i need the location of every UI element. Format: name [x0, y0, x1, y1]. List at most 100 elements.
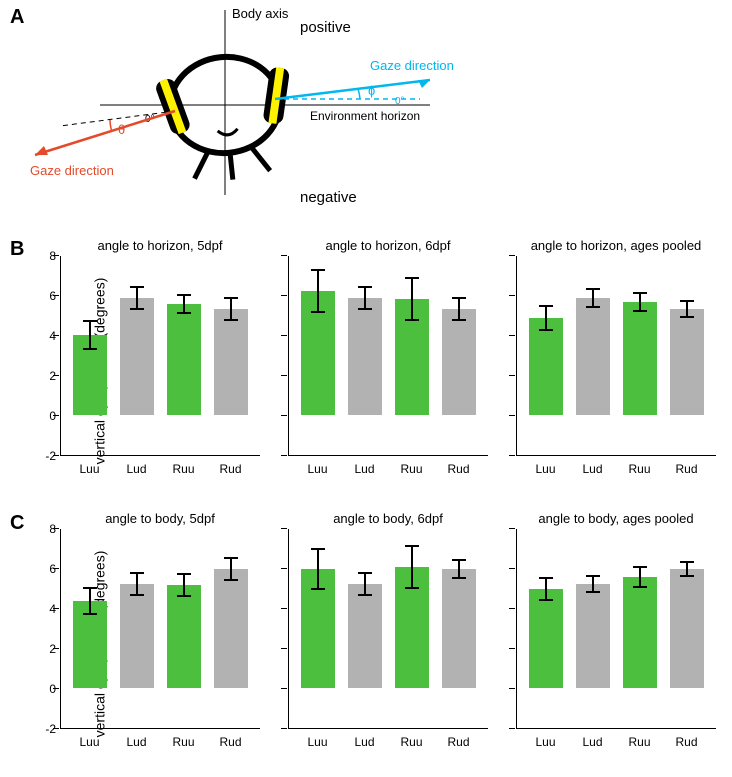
xtick-label: Lud [576, 462, 610, 476]
xtick-label: Ruu [167, 462, 201, 476]
figure: A Body axis positive negative Environmen… [0, 0, 732, 776]
row-c: vertical eye position (degrees) angle to… [0, 511, 732, 776]
xtick-label: Rud [214, 735, 248, 749]
ytick-label: 8 [49, 522, 56, 536]
bar [73, 601, 107, 688]
plot [516, 529, 716, 729]
theta-label: θ [118, 122, 125, 137]
bar [120, 584, 154, 688]
xtick-label: Lud [120, 735, 154, 749]
ytick-label: 4 [49, 329, 56, 343]
bar [73, 335, 107, 415]
xtick-label: Luu [529, 735, 563, 749]
bar [395, 299, 429, 415]
bar [442, 569, 476, 688]
chart: angle to body, ages pooled Luu Lud Ruu Rud [516, 511, 716, 776]
chart-title: angle to horizon, ages pooled [516, 238, 716, 256]
gaze-right-label: Gaze direction [370, 58, 454, 73]
bar [301, 291, 335, 415]
plot: -202468 [60, 529, 260, 729]
ytick-label: 6 [49, 289, 56, 303]
bar [670, 309, 704, 415]
ytick-label: 8 [49, 249, 56, 263]
xtick-label: Rud [442, 462, 476, 476]
chart-title: angle to horizon, 6dpf [288, 238, 488, 256]
xtick-label: Lud [120, 462, 154, 476]
xtick-label: Rud [214, 462, 248, 476]
xticks: Luu Lud Ruu Rud [60, 735, 260, 749]
bar [529, 589, 563, 688]
bar [167, 585, 201, 688]
xtick-label: Ruu [167, 735, 201, 749]
xtick-label: Luu [301, 735, 335, 749]
bar [348, 298, 382, 415]
bar [120, 298, 154, 415]
chart: angle to horizon, 6dpf Luu Lud Ruu Rud [288, 238, 488, 503]
bar [301, 569, 335, 688]
ytick-label: 4 [49, 602, 56, 616]
bar [348, 584, 382, 688]
plot: -202468 [60, 256, 260, 456]
negative-label: negative [300, 189, 357, 206]
positive-label: positive [300, 19, 351, 36]
xtick-label: Luu [301, 462, 335, 476]
bar [670, 569, 704, 688]
plot [288, 529, 488, 729]
xtick-label: Luu [73, 462, 107, 476]
ytick-label: -2 [45, 449, 56, 463]
env-label: Environment horizon [310, 109, 420, 123]
xtick-label: Rud [442, 735, 476, 749]
xtick-label: Rud [670, 735, 704, 749]
xticks: Luu Lud Ruu Rud [516, 462, 716, 476]
xtick-label: Rud [670, 462, 704, 476]
gaze-left-label: Gaze direction [30, 163, 114, 178]
phi-label: ɸ [368, 83, 375, 98]
charts-b: angle to horizon, 5dpf-202468 Luu Lud Ruu Ru… [60, 238, 716, 503]
plot [516, 256, 716, 456]
ytick-label: 0 [49, 409, 56, 423]
ytick-label: 2 [49, 642, 56, 656]
xticks: Luu Lud Ruu Rud [288, 462, 488, 476]
bar [623, 577, 657, 688]
ytick-label: -2 [45, 722, 56, 736]
chart: angle to body, 6dpf Luu Lud Ruu Rud [288, 511, 488, 776]
body-axis-label: Body axis [232, 6, 289, 21]
xtick-label: Ruu [395, 735, 429, 749]
row-b: vertical eye position (degrees) angle to… [0, 238, 732, 503]
xtick-label: Lud [348, 462, 382, 476]
charts-c: angle to body, 5dpf-202468LuuLudRuuRudan… [60, 511, 716, 776]
ytick-label: 6 [49, 562, 56, 576]
chart-title: angle to horizon, 5dpf [60, 238, 260, 256]
xticks: Luu Lud Ruu Rud [60, 462, 260, 476]
bar [576, 298, 610, 415]
xtick-label: Lud [576, 735, 610, 749]
xtick-label: Ruu [623, 735, 657, 749]
bar [529, 318, 563, 415]
bar [395, 567, 429, 688]
xtick-label: Luu [529, 462, 563, 476]
bar [576, 584, 610, 688]
chart-title: angle to body, 5dpf [60, 511, 260, 529]
ytick-label: 2 [49, 369, 56, 383]
bar [214, 569, 248, 688]
bar [623, 302, 657, 415]
chart-title: angle to body, ages pooled [516, 511, 716, 529]
xticks: Luu Lud Ruu Rud [288, 735, 488, 749]
chart: angle to horizon, ages pooled Luu Lud Ruu Ru… [516, 238, 716, 503]
bar [214, 309, 248, 415]
panel-a: Body axis positive negative Environment … [0, 0, 732, 230]
bar [442, 309, 476, 415]
xticks: Luu Lud Ruu Rud [516, 735, 716, 749]
xtick-label: Ruu [395, 462, 429, 476]
chart: angle to horizon, 5dpf-202468 Luu Lud Ruu Ru… [60, 238, 260, 503]
svg-text:0°: 0° [395, 96, 405, 107]
panel-a-svg: Body axis positive negative Environment … [0, 0, 732, 230]
xtick-label: Lud [348, 735, 382, 749]
xtick-label: Luu [73, 735, 107, 749]
xtick-label: Ruu [623, 462, 657, 476]
bar [167, 304, 201, 415]
chart: angle to body, 5dpf-202468 Luu Lud Ruu Rud [60, 511, 260, 776]
chart-title: angle to body, 6dpf [288, 511, 488, 529]
ytick-label: 0 [49, 682, 56, 696]
plot [288, 256, 488, 456]
